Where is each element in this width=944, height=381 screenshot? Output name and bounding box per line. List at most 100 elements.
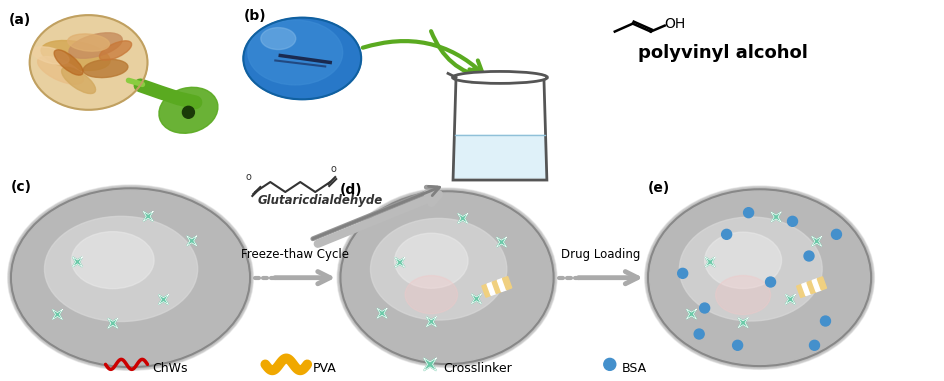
Ellipse shape [32, 47, 69, 64]
Ellipse shape [54, 50, 83, 75]
Ellipse shape [340, 191, 553, 364]
Polygon shape [737, 318, 748, 328]
Ellipse shape [405, 275, 457, 314]
Polygon shape [377, 308, 386, 318]
Ellipse shape [29, 15, 147, 110]
Polygon shape [395, 258, 404, 267]
Ellipse shape [452, 71, 547, 83]
Text: (c): (c) [10, 180, 32, 194]
Polygon shape [796, 284, 805, 298]
Circle shape [603, 359, 615, 370]
Ellipse shape [679, 217, 821, 321]
Text: PVA: PVA [312, 362, 337, 375]
Text: (d): (d) [340, 183, 362, 197]
Ellipse shape [159, 87, 218, 133]
Polygon shape [704, 257, 715, 267]
Ellipse shape [646, 188, 871, 367]
Ellipse shape [8, 185, 253, 370]
Polygon shape [770, 212, 780, 222]
Ellipse shape [370, 218, 506, 320]
Ellipse shape [395, 233, 467, 288]
Ellipse shape [8, 186, 252, 369]
Ellipse shape [261, 27, 295, 50]
Text: (b): (b) [243, 9, 265, 22]
Circle shape [743, 208, 752, 218]
Ellipse shape [337, 188, 556, 367]
Circle shape [677, 268, 687, 279]
Text: Freeze-thaw Cycle: Freeze-thaw Cycle [241, 248, 349, 261]
Polygon shape [811, 236, 820, 246]
Circle shape [831, 229, 840, 239]
Circle shape [803, 251, 813, 261]
Polygon shape [497, 279, 506, 291]
Circle shape [182, 106, 194, 118]
Ellipse shape [10, 188, 250, 367]
Circle shape [699, 303, 709, 313]
Ellipse shape [61, 67, 95, 94]
Polygon shape [457, 213, 467, 223]
Polygon shape [497, 237, 506, 247]
Text: ChWs: ChWs [152, 362, 188, 375]
Ellipse shape [648, 190, 869, 365]
Ellipse shape [68, 34, 110, 51]
Ellipse shape [69, 33, 122, 58]
Ellipse shape [72, 232, 154, 289]
Polygon shape [143, 211, 153, 221]
Polygon shape [817, 277, 826, 290]
Polygon shape [801, 282, 810, 296]
Circle shape [809, 340, 818, 350]
Circle shape [819, 316, 830, 326]
Ellipse shape [704, 232, 781, 288]
Circle shape [786, 216, 797, 226]
Ellipse shape [715, 275, 769, 315]
Ellipse shape [9, 187, 251, 368]
Circle shape [721, 229, 731, 239]
Ellipse shape [11, 189, 249, 367]
Circle shape [732, 340, 742, 350]
Ellipse shape [341, 192, 552, 363]
Polygon shape [453, 135, 546, 178]
Circle shape [765, 277, 775, 287]
Polygon shape [159, 295, 168, 304]
Polygon shape [486, 282, 496, 295]
Ellipse shape [10, 188, 250, 367]
Text: BSA: BSA [621, 362, 647, 375]
Polygon shape [481, 284, 491, 297]
Ellipse shape [243, 18, 361, 99]
Ellipse shape [649, 191, 868, 364]
Ellipse shape [339, 190, 554, 365]
Ellipse shape [647, 189, 870, 367]
Ellipse shape [247, 20, 343, 85]
Polygon shape [423, 358, 436, 371]
Polygon shape [784, 295, 795, 304]
Text: o: o [329, 164, 336, 174]
Text: Crosslinker: Crosslinker [443, 362, 512, 375]
Text: Glutaricdialdehyde: Glutaricdialdehyde [257, 194, 382, 207]
Ellipse shape [41, 40, 110, 70]
Polygon shape [806, 280, 816, 294]
Ellipse shape [83, 59, 127, 78]
Polygon shape [685, 309, 696, 319]
Polygon shape [426, 317, 436, 327]
Ellipse shape [644, 186, 873, 369]
Polygon shape [108, 319, 118, 328]
Ellipse shape [12, 190, 248, 365]
Circle shape [694, 329, 703, 339]
Polygon shape [187, 236, 196, 246]
Ellipse shape [645, 187, 872, 368]
Ellipse shape [338, 189, 555, 367]
Polygon shape [811, 279, 820, 292]
Text: OH: OH [664, 17, 685, 30]
Ellipse shape [99, 41, 131, 60]
Text: (a): (a) [8, 13, 31, 27]
Text: polyvinyl alcohol: polyvinyl alcohol [637, 43, 807, 61]
Text: Drug Loading: Drug Loading [561, 248, 640, 261]
Polygon shape [502, 277, 512, 290]
Polygon shape [53, 310, 62, 319]
Polygon shape [492, 280, 501, 293]
Ellipse shape [38, 56, 83, 84]
Polygon shape [73, 257, 82, 267]
Ellipse shape [647, 189, 870, 367]
Ellipse shape [340, 191, 553, 364]
Text: o: o [245, 172, 251, 182]
